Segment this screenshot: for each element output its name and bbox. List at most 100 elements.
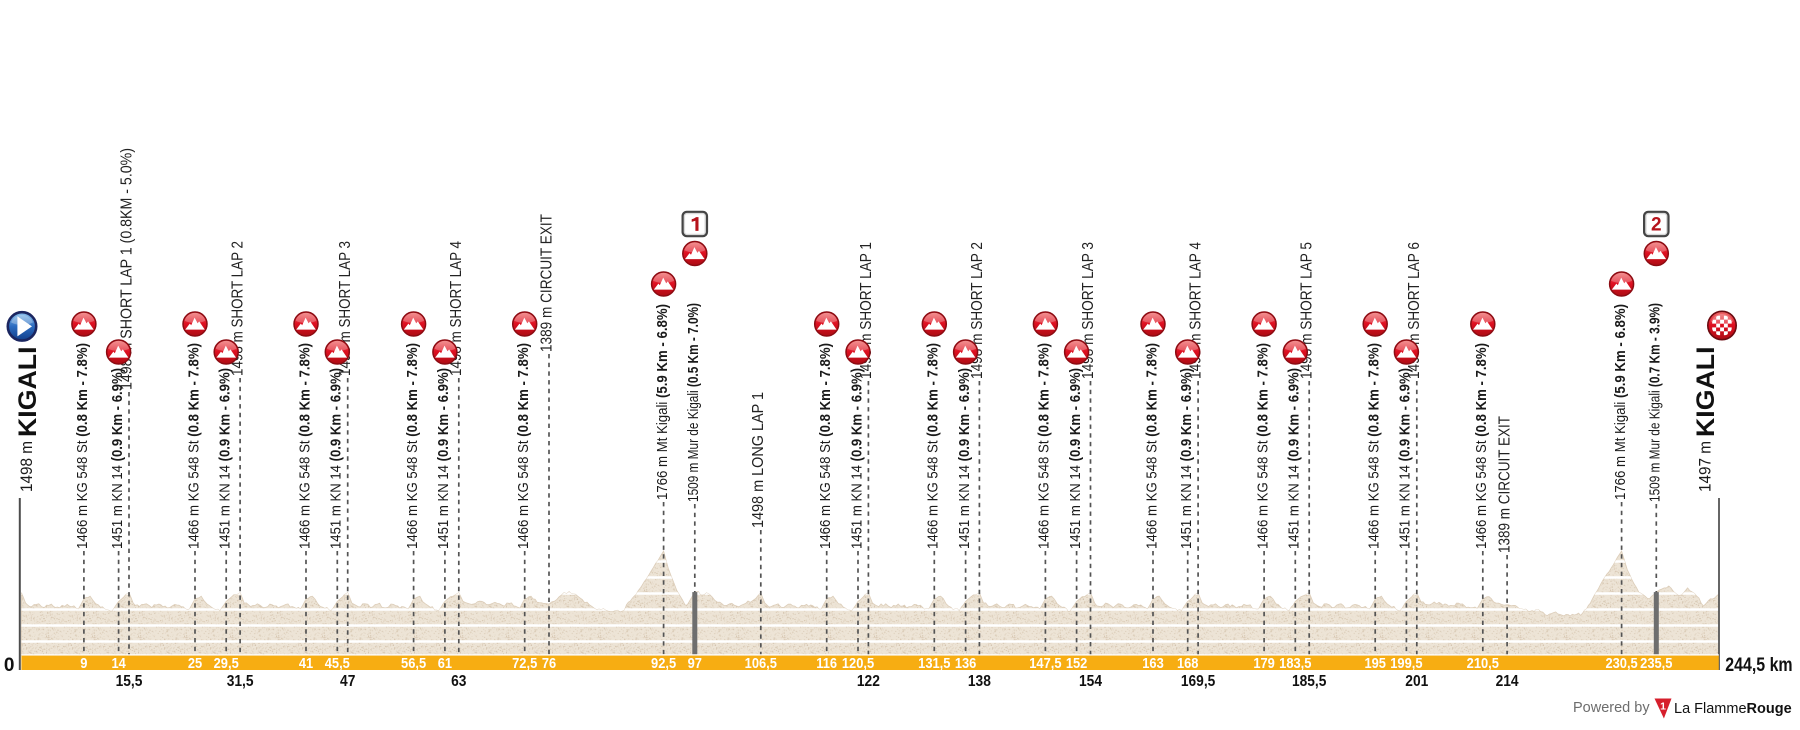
svg-text:199,5: 199,5 <box>1390 655 1422 672</box>
svg-text:(0.9 Km - 6.9%): (0.9 Km - 6.9%) <box>217 368 234 461</box>
svg-text:179: 179 <box>1253 655 1275 672</box>
svg-text:63: 63 <box>451 673 466 690</box>
svg-text:(0.5 Km - 7.0%): (0.5 Km - 7.0%) <box>685 303 702 387</box>
svg-text:136: 136 <box>955 655 977 672</box>
svg-text:1466 m KG 548 St: 1466 m KG 548 St <box>74 437 91 549</box>
svg-text:1451 m KN 14: 1451 m KN 14 <box>217 461 234 549</box>
svg-text:163: 163 <box>1142 655 1164 672</box>
svg-text:1466 m KG 548 St: 1466 m KG 548 St <box>925 437 942 549</box>
svg-text:(0.8 Km - 7.8%): (0.8 Km - 7.8%) <box>1366 343 1383 437</box>
svg-text:La FlammeRouge: La FlammeRouge <box>1674 701 1792 717</box>
svg-text:(0.8 Km - 7.8%): (0.8 Km - 7.8%) <box>515 343 532 437</box>
svg-text:152: 152 <box>1066 655 1088 672</box>
svg-text:120,5: 120,5 <box>842 655 874 672</box>
svg-text:1466 m KG 548 St: 1466 m KG 548 St <box>1254 437 1271 549</box>
svg-text:(0.8 Km - 7.8%): (0.8 Km - 7.8%) <box>1473 343 1490 437</box>
svg-text:1466 m KG 548 St: 1466 m KG 548 St <box>1473 437 1490 549</box>
svg-text:1466 m KG 548 St: 1466 m KG 548 St <box>1143 437 1160 549</box>
svg-text:(0.8 Km - 7.8%): (0.8 Km - 7.8%) <box>1143 343 1160 437</box>
svg-text:72,5: 72,5 <box>512 655 537 672</box>
svg-text:195: 195 <box>1364 655 1386 672</box>
svg-text:(0.8 Km - 7.8%): (0.8 Km - 7.8%) <box>925 343 942 437</box>
svg-text:1466 m KG 548 St: 1466 m KG 548 St <box>404 437 421 549</box>
svg-text:45,5: 45,5 <box>325 655 350 672</box>
svg-text:41: 41 <box>299 655 313 672</box>
svg-text:1451 m KN 14: 1451 m KN 14 <box>1178 461 1195 549</box>
svg-text:214: 214 <box>1496 673 1519 690</box>
svg-text:154: 154 <box>1079 673 1102 690</box>
svg-text:2: 2 <box>1651 215 1662 236</box>
svg-text:116: 116 <box>816 655 837 672</box>
svg-text:1: 1 <box>1660 701 1666 713</box>
svg-text:1498 m LONG LAP 1: 1498 m LONG LAP 1 <box>750 392 767 528</box>
svg-text:(0.8 Km - 7.8%): (0.8 Km - 7.8%) <box>74 343 91 437</box>
svg-text:1766 m Mt Kigali: 1766 m Mt Kigali <box>654 398 671 500</box>
svg-text:(0.8 Km - 7.8%): (0.8 Km - 7.8%) <box>185 343 202 437</box>
svg-text:25: 25 <box>188 655 202 672</box>
svg-text:1451 m KN 14: 1451 m KN 14 <box>435 461 452 549</box>
svg-text:235,5: 235,5 <box>1640 655 1672 672</box>
svg-text:KIGALI: KIGALI <box>14 347 42 438</box>
svg-text:169,5: 169,5 <box>1181 673 1215 690</box>
svg-text:1509 m Mur de Kigali: 1509 m Mur de Kigali <box>685 387 702 502</box>
svg-text:1766 m Mt Kigali: 1766 m Mt Kigali <box>1612 398 1629 500</box>
svg-text:1389 m CIRCUIT EXIT: 1389 m CIRCUIT EXIT <box>538 214 555 352</box>
svg-text:1451 m KN 14: 1451 m KN 14 <box>109 461 126 549</box>
svg-text:185,5: 185,5 <box>1292 673 1326 690</box>
svg-text:230,5: 230,5 <box>1605 655 1637 672</box>
svg-text:1466 m KG 548 St: 1466 m KG 548 St <box>515 437 532 549</box>
svg-text:(5.9 Km - 6.8%): (5.9 Km - 6.8%) <box>654 304 671 398</box>
svg-text:76: 76 <box>542 655 556 672</box>
svg-text:15,5: 15,5 <box>116 673 143 690</box>
svg-text:1451 m KN 14: 1451 m KN 14 <box>328 461 345 549</box>
svg-text:168: 168 <box>1177 655 1199 672</box>
svg-text:1466 m KG 548 St: 1466 m KG 548 St <box>185 437 202 549</box>
svg-text:56,5: 56,5 <box>401 655 426 672</box>
svg-text:(0.8 Km - 7.8%): (0.8 Km - 7.8%) <box>817 343 834 437</box>
svg-text:1466 m KG 548 St: 1466 m KG 548 St <box>296 437 313 549</box>
svg-text:1389 m CIRCUIT EXIT: 1389 m CIRCUIT EXIT <box>1497 416 1514 553</box>
svg-text:(0.8 Km - 7.8%): (0.8 Km - 7.8%) <box>1254 343 1271 437</box>
svg-text:183,5: 183,5 <box>1279 655 1311 672</box>
svg-text:1466 m KG 548 St: 1466 m KG 548 St <box>817 437 834 549</box>
svg-text:(0.9 Km - 6.9%): (0.9 Km - 6.9%) <box>109 368 126 461</box>
svg-text:(0.7 Km - 3.9%): (0.7 Km - 3.9%) <box>1647 303 1664 387</box>
svg-text:(0.8 Km - 7.8%): (0.8 Km - 7.8%) <box>1036 343 1053 437</box>
svg-text:1451 m KN 14: 1451 m KN 14 <box>1397 461 1414 549</box>
svg-text:9: 9 <box>80 655 87 672</box>
svg-text:1497 m: 1497 m <box>1697 441 1715 492</box>
svg-text:(0.9 Km - 6.9%): (0.9 Km - 6.9%) <box>1067 368 1084 461</box>
svg-text:31,5: 31,5 <box>227 673 254 690</box>
svg-text:(0.8 Km - 7.8%): (0.8 Km - 7.8%) <box>404 343 421 437</box>
svg-text:14: 14 <box>111 655 126 672</box>
svg-text:Powered by: Powered by <box>1573 700 1650 716</box>
svg-text:1466 m KG 548 St: 1466 m KG 548 St <box>1366 437 1383 549</box>
svg-text:147,5: 147,5 <box>1029 655 1061 672</box>
svg-text:210,5: 210,5 <box>1467 655 1499 672</box>
svg-text:97: 97 <box>688 655 702 672</box>
svg-text:106,5: 106,5 <box>745 655 777 672</box>
svg-text:(5.9 Km - 6.8%): (5.9 Km - 6.8%) <box>1612 304 1629 398</box>
svg-text:29,5: 29,5 <box>214 655 239 672</box>
svg-text:1498 m: 1498 m <box>18 441 36 492</box>
svg-text:KIGALI: KIGALI <box>1692 347 1720 438</box>
svg-text:(0.9 Km - 6.9%): (0.9 Km - 6.9%) <box>1397 368 1414 461</box>
svg-text:(0.9 Km - 6.9%): (0.9 Km - 6.9%) <box>435 368 452 461</box>
svg-text:1451 m KN 14: 1451 m KN 14 <box>1286 461 1303 549</box>
svg-text:(0.9 Km - 6.9%): (0.9 Km - 6.9%) <box>956 368 973 461</box>
svg-text:138: 138 <box>968 673 991 690</box>
svg-text:1466 m KG 548 St: 1466 m KG 548 St <box>1036 437 1053 549</box>
svg-text:(0.9 Km - 6.9%): (0.9 Km - 6.9%) <box>1286 368 1303 461</box>
svg-text:131,5: 131,5 <box>918 655 950 672</box>
svg-text:1509 m Mur de Kigali: 1509 m Mur de Kigali <box>1647 387 1664 502</box>
svg-text:244,5 km: 244,5 km <box>1725 655 1792 676</box>
svg-text:(0.8 Km - 7.8%): (0.8 Km - 7.8%) <box>296 343 313 437</box>
svg-text:122: 122 <box>857 673 880 690</box>
svg-text:92,5: 92,5 <box>651 655 676 672</box>
svg-text:(0.9 Km - 6.9%): (0.9 Km - 6.9%) <box>1178 368 1195 461</box>
svg-text:201: 201 <box>1405 673 1428 690</box>
svg-text:(0.9 Km - 6.9%): (0.9 Km - 6.9%) <box>848 368 865 461</box>
svg-text:0: 0 <box>4 655 15 676</box>
svg-text:61: 61 <box>438 655 452 672</box>
svg-text:1498 m SHORT LAP 1 (0.8KM - 5.: 1498 m SHORT LAP 1 (0.8KM - 5.0%) <box>118 148 135 390</box>
